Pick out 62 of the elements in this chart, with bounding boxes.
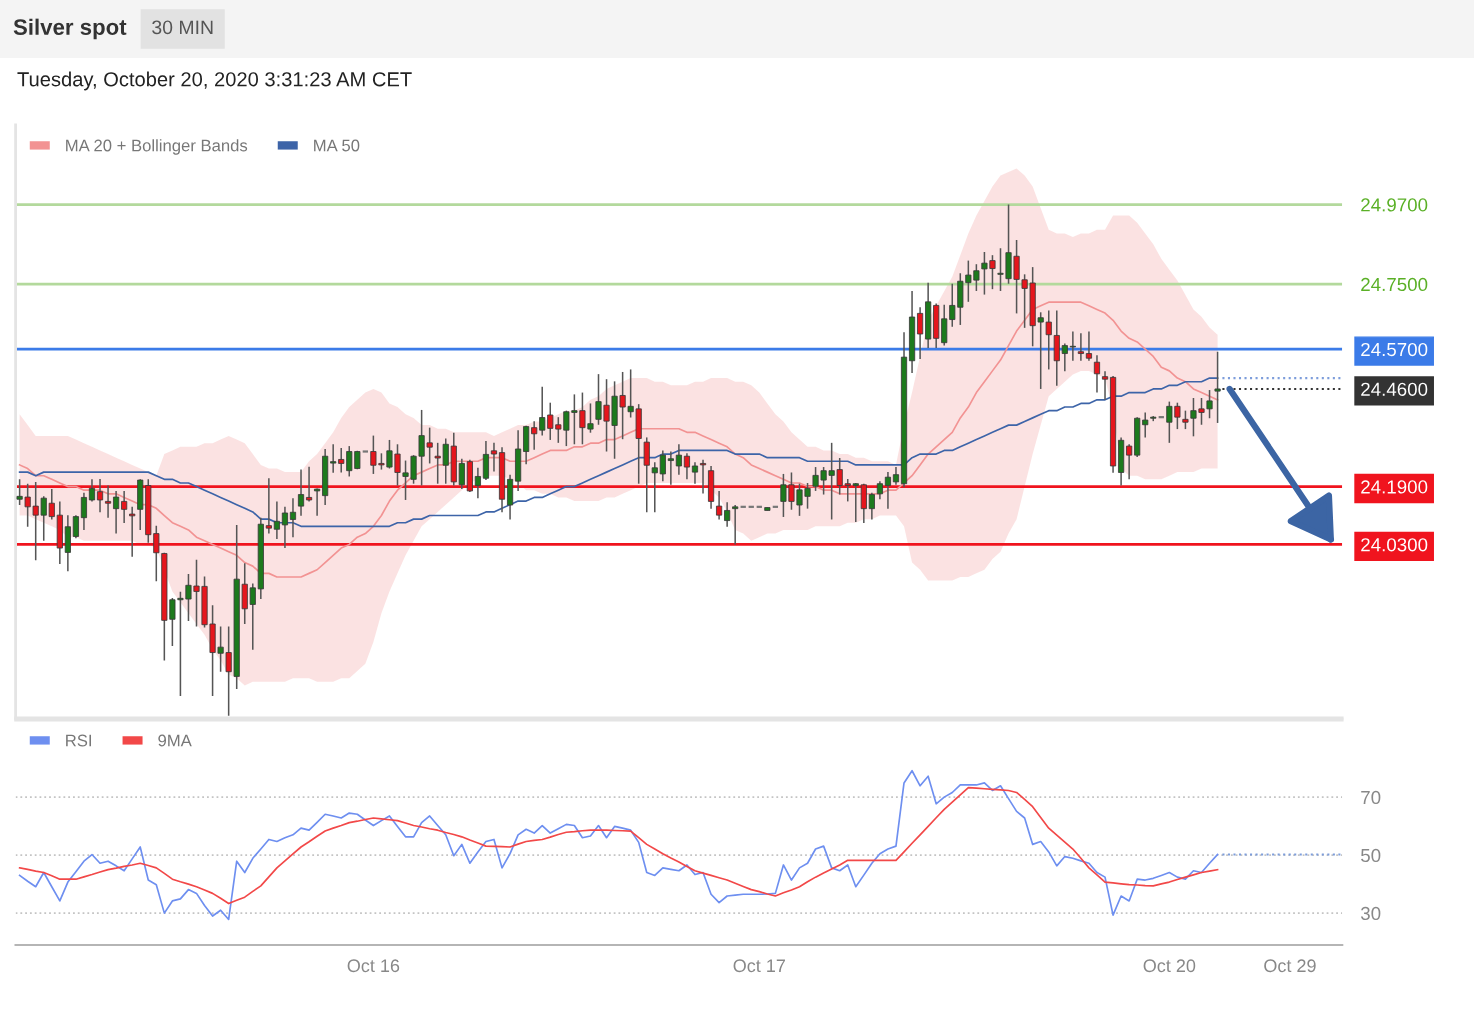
y-tick-label: 24.7500 bbox=[1361, 277, 1428, 292]
candlestick bbox=[314, 487, 321, 517]
candlestick bbox=[482, 440, 490, 481]
y-tick-label: 24.1900 bbox=[1361, 480, 1428, 494]
candlestick bbox=[474, 467, 481, 499]
candlestick bbox=[1182, 409, 1189, 430]
candlestick bbox=[297, 468, 305, 517]
legend-label: 9MA bbox=[158, 734, 192, 747]
candlestick bbox=[1069, 330, 1076, 362]
candlestick bbox=[716, 490, 723, 521]
y-tick-label: 50 bbox=[1361, 848, 1381, 863]
candlestick bbox=[490, 442, 498, 473]
legend-label: MA 20 + Bollinger Bands bbox=[66, 139, 248, 155]
candlestick bbox=[281, 506, 289, 549]
candlestick bbox=[458, 457, 465, 490]
candlestick bbox=[72, 514, 79, 540]
legend-label: MA 50 bbox=[314, 139, 360, 152]
candlestick bbox=[121, 490, 128, 524]
candlestick bbox=[1061, 342, 1068, 373]
candlestick bbox=[667, 450, 674, 486]
line-series bbox=[18, 377, 1219, 528]
candlestick bbox=[724, 501, 731, 528]
candlestick bbox=[683, 452, 691, 481]
candlestick bbox=[868, 491, 875, 521]
candlestick bbox=[289, 497, 297, 538]
candlestick bbox=[884, 471, 892, 510]
x-tick-label: Oct 17 bbox=[733, 959, 785, 973]
candlestick bbox=[659, 449, 666, 482]
candlestick bbox=[531, 420, 538, 451]
candlestick bbox=[917, 306, 924, 360]
candlestick bbox=[1126, 443, 1133, 481]
text: 30 MIN bbox=[152, 20, 213, 35]
candlestick bbox=[113, 490, 120, 535]
candlestick bbox=[361, 450, 370, 453]
candlestick bbox=[80, 491, 88, 531]
line-series bbox=[18, 786, 1219, 905]
candlestick bbox=[876, 480, 883, 501]
candlestick bbox=[675, 443, 682, 476]
y-tick-label: 70 bbox=[1361, 790, 1381, 805]
candlestick bbox=[732, 504, 739, 546]
x-tick-label: Oct 29 bbox=[1264, 959, 1316, 973]
candlestick bbox=[691, 461, 699, 485]
candlestick bbox=[1101, 370, 1109, 401]
chart-subtitle: Tuesday, October 20, 2020 3:31:23 AM CET bbox=[17, 71, 412, 91]
y-tick-label: 24.9700 bbox=[1361, 198, 1428, 212]
candlestick bbox=[1093, 354, 1101, 394]
y-tick-label: 24.4600 bbox=[1361, 382, 1428, 396]
line-series bbox=[18, 769, 1219, 921]
y-tick-label: 30 bbox=[1360, 906, 1381, 921]
candlestick bbox=[651, 461, 658, 514]
x-tick-label: Oct 16 bbox=[347, 959, 400, 973]
candlestick bbox=[273, 500, 280, 540]
candlestick bbox=[1085, 330, 1093, 362]
candlestick bbox=[330, 443, 337, 474]
legend-label: RSI bbox=[66, 734, 92, 747]
chart-title: Silver spot bbox=[13, 18, 127, 40]
candlestick bbox=[1077, 332, 1084, 362]
candlestick bbox=[1142, 411, 1149, 439]
x-tick-label: Oct 20 bbox=[1143, 959, 1196, 973]
line-series bbox=[18, 301, 1219, 578]
y-tick-label: 24.5700 bbox=[1361, 342, 1428, 357]
y-tick-label: 24.0300 bbox=[1361, 538, 1428, 552]
